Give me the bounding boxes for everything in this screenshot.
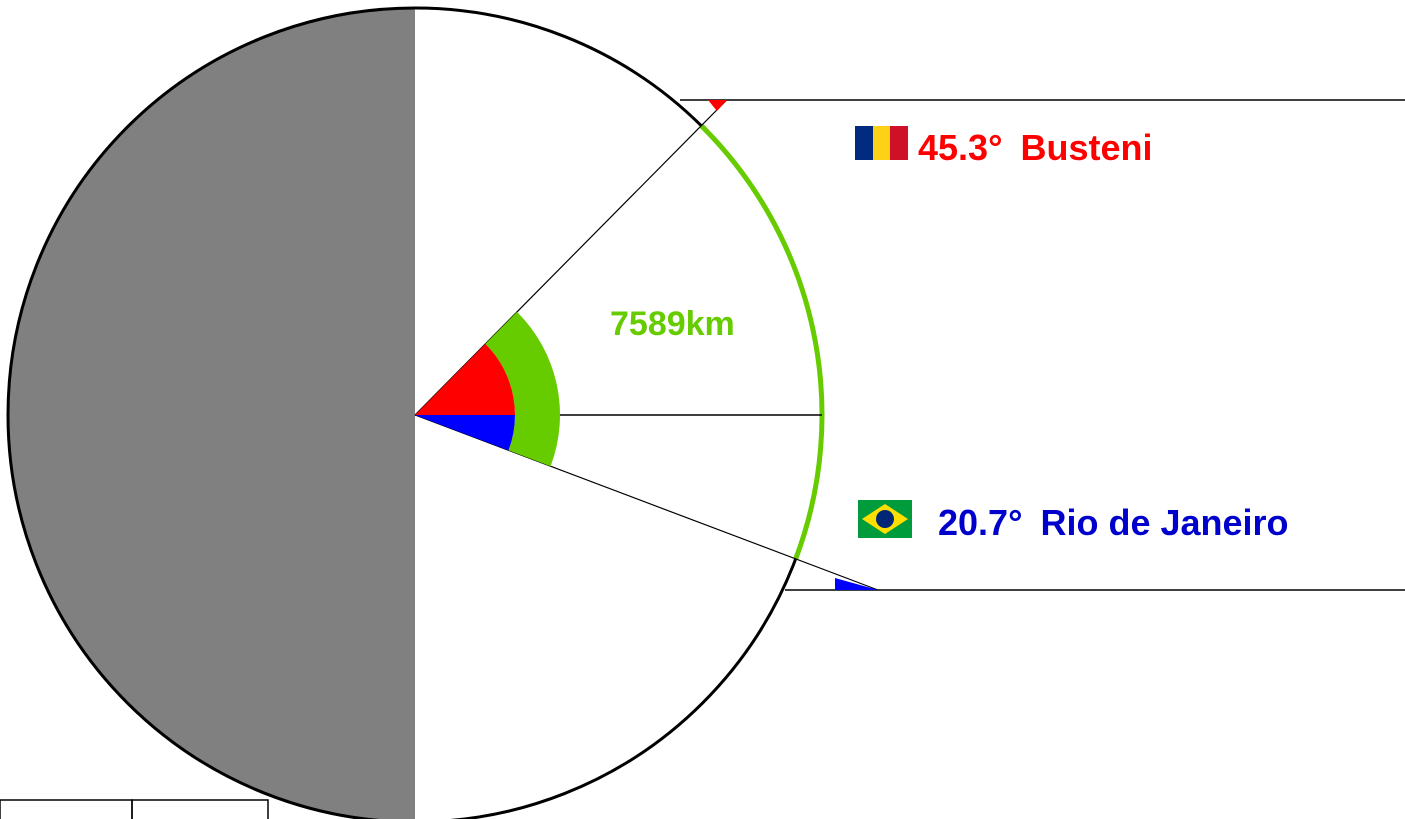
rio-label: 20.7° Rio de Janeiro	[938, 502, 1289, 543]
table-fragment	[0, 799, 269, 819]
rio-angle-text: 20.7°	[938, 502, 1022, 543]
busteni-city: Busteni	[1020, 127, 1152, 168]
busteni-label: 45.3° Busteni	[918, 127, 1152, 168]
rio-angle	[415, 415, 515, 451]
distance-arc	[699, 123, 825, 560]
distance-label: 7589km	[610, 305, 735, 343]
night-side	[8, 8, 415, 819]
total-angle	[485, 311, 560, 467]
busteni-marker	[708, 100, 727, 111]
brazil-flag	[858, 500, 912, 538]
rio-marker	[835, 578, 878, 590]
busteni-angle	[415, 343, 515, 415]
romania-flag	[855, 126, 908, 160]
rio-city: Rio de Janeiro	[1040, 502, 1288, 543]
busteni-angle-text: 45.3°	[918, 127, 1002, 168]
